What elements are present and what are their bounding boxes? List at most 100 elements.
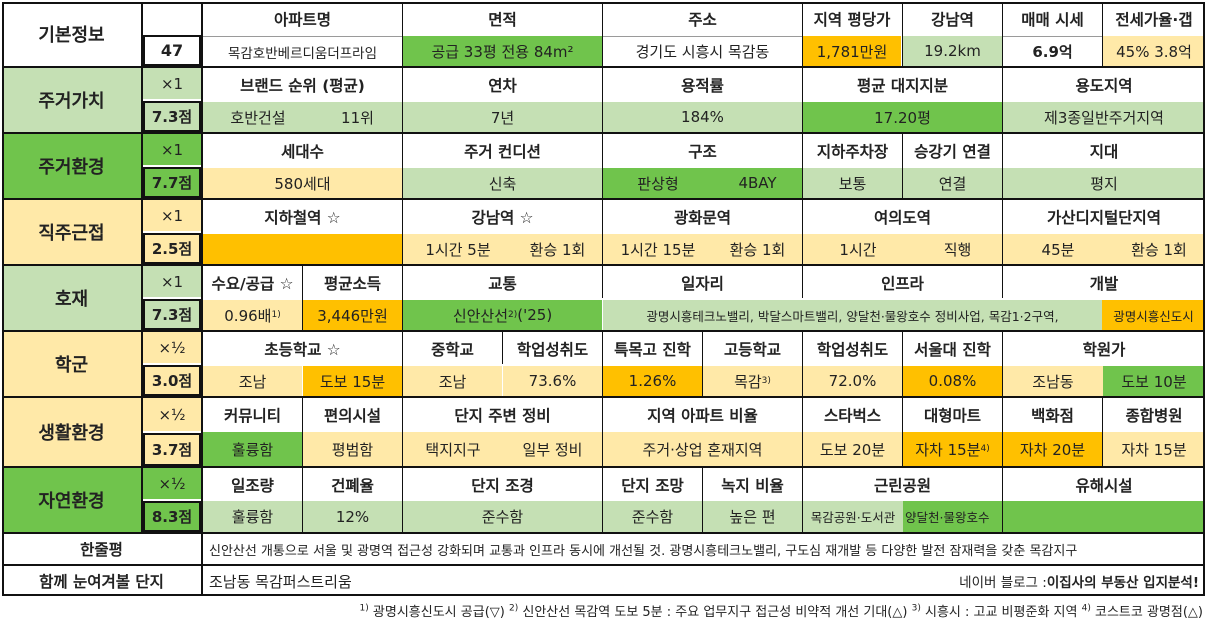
header-green-ratio: 녹지 비율 <box>721 476 784 495</box>
surroundings-status: 일부 정비 <box>503 432 602 466</box>
dept-value: 자차 20분 <box>1003 432 1102 466</box>
hazard-value <box>1003 501 1205 532</box>
brand-rank: 11위 <box>313 102 402 132</box>
grid-line <box>802 330 803 396</box>
green-ratio-value: 높은 편 <box>703 501 802 532</box>
header-yeouido: 여의도역 <box>873 209 932 227</box>
middle-score: 73.6% <box>503 366 602 396</box>
land-share-value: 17.20평 <box>803 102 1002 132</box>
footnote-marker: 3) <box>761 376 771 386</box>
condition-value: 신축 <box>403 168 602 198</box>
grid-line <box>1002 466 1003 532</box>
gasan-time: 45분 <box>1003 234 1113 264</box>
header-structure: 구조 <box>688 143 717 161</box>
grid-line <box>141 2 143 532</box>
header-surroundings: 단지 주변 정비 <box>454 407 551 425</box>
apt-ratio-value: 주거·상업 혼재지역 <box>603 432 802 466</box>
gangnam-time: 1시간 5분 <box>403 234 513 264</box>
section-multiplier: ×½ <box>143 398 201 431</box>
grid-line <box>2 132 1205 134</box>
header-park: 근린공원 <box>873 476 932 495</box>
structure-type: 판상형 <box>603 168 713 198</box>
elevator-value: 연결 <box>903 168 1002 198</box>
grid-line <box>2 330 1205 332</box>
grid-line <box>1002 2 1003 66</box>
view-value: 준수함 <box>603 501 702 532</box>
grid-line <box>402 396 403 466</box>
header-dev: 개발 <box>1089 275 1119 293</box>
header-view: 단지 조망 <box>621 476 684 495</box>
section-score: 2.5점 <box>143 233 201 264</box>
gasan-transfer: 환승 1회 <box>1113 234 1205 264</box>
summary-text: 신안산선 개통으로 서울 및 광명역 접근성 강화되며 교통과 인프라 동시에 … <box>209 543 1078 559</box>
header-apt-ratio: 지역 아파트 비율 <box>647 407 758 425</box>
grid-line <box>1002 198 1003 264</box>
grid-line <box>2 532 1205 534</box>
grid-line <box>902 2 903 66</box>
header-community: 커뮤니티 <box>223 407 282 425</box>
header-gasan: 가산디지털단지역 <box>1046 209 1162 227</box>
section-label-development: 호재 <box>2 266 141 330</box>
section-label-environment: 주거환경 <box>2 134 141 198</box>
parking-value: 보통 <box>803 168 902 198</box>
elementary-value: 조남 <box>203 366 302 396</box>
grid-line <box>1102 2 1103 66</box>
header-starbucks: 스타벅스 <box>823 407 882 425</box>
footnote-mark: 4) <box>1081 603 1091 614</box>
blog-credit: 네이버 블로그 : 이집사의 부동산 입지분석! <box>803 566 1205 596</box>
area-value: 공급 33평 전용 84m² <box>403 36 602 66</box>
transport-line: 신안산선 <box>452 306 509 325</box>
park-value-2: 양달천·물왕호수 <box>903 501 1003 532</box>
header-supply-demand: 수요/공급 ☆ <box>211 275 294 293</box>
grid-line <box>402 330 403 396</box>
grid-line <box>2 198 1205 200</box>
footnotes: 1) 광명시흥신도시 공급(▽) 2) 신안산선 목감역 도보 5분 : 주요 … <box>360 601 1203 620</box>
grid-line <box>1002 264 1003 298</box>
section-score: 7.3점 <box>143 299 201 330</box>
mart-time: 자차 15분 <box>915 440 981 459</box>
grid-line <box>1002 66 1003 132</box>
footnote-text: 시흥시 : 고교 비평준화 지역 <box>924 605 1078 620</box>
footnote-marker: 1) <box>271 310 281 320</box>
grid-line <box>902 132 903 198</box>
sale-price-value: 6.9억 <box>1003 36 1102 66</box>
grid-line <box>602 198 603 264</box>
footnote-text: 코스트코 광명점(△) <box>1095 605 1203 620</box>
grid-line <box>1002 396 1003 466</box>
section-label-nature: 자연환경 <box>2 468 141 532</box>
section-score: 3.7점 <box>143 433 201 466</box>
park-value-1: 목감공원·도서관 <box>803 501 903 532</box>
surroundings-type: 택지지구 <box>403 432 503 466</box>
header-gangnam-station: 강남역 ☆ <box>471 209 534 227</box>
header-income: 평균소득 <box>323 275 382 293</box>
snu-value: 0.08% <box>903 366 1002 396</box>
jobs-infra-value: 광명시흥테크노밸리, 박달스마트밸리, 양달천·물왕호수 정비사업, 목감1·2… <box>603 300 1102 330</box>
grid-line <box>402 264 403 330</box>
related-complex: 조남동 목감퍼스트리움 <box>209 572 352 591</box>
grid-line <box>602 66 603 132</box>
middle-value: 조남 <box>403 366 502 396</box>
supply-demand-value: 0.96배 1) <box>203 300 302 330</box>
section-multiplier: ×½ <box>143 332 201 363</box>
grid-line <box>802 264 803 298</box>
zoning-value: 제3종일반주거지역 <box>1003 102 1205 132</box>
grid-line <box>2 2 4 596</box>
grid-line <box>402 466 403 532</box>
section-multiplier: ×1 <box>143 68 201 99</box>
gangnam-transfer: 환승 1회 <box>513 234 602 264</box>
section-label-commute: 직주근접 <box>2 200 141 264</box>
high-school: 목감 <box>734 372 762 391</box>
blog-prefix: 네이버 블로그 : <box>959 575 1047 591</box>
header-condition: 주거 컨디션 <box>464 143 541 161</box>
terrain-value: 평지 <box>1003 168 1205 198</box>
gangnam-distance-value: 19.2km <box>903 36 1002 66</box>
academy-value: 조남동 <box>1003 366 1103 396</box>
header-price-per-pyeong: 지역 평당가 <box>813 11 891 29</box>
header-apt-name: 아파트명 <box>273 11 332 29</box>
yeouido-time: 1시간 <box>803 234 913 264</box>
header-hospital: 종합병원 <box>1125 407 1183 425</box>
high-value: 목감 3) <box>703 366 802 396</box>
grid-line <box>802 466 803 532</box>
starbucks-value: 도보 20분 <box>803 432 902 466</box>
header-convenience: 편의시설 <box>323 407 382 425</box>
